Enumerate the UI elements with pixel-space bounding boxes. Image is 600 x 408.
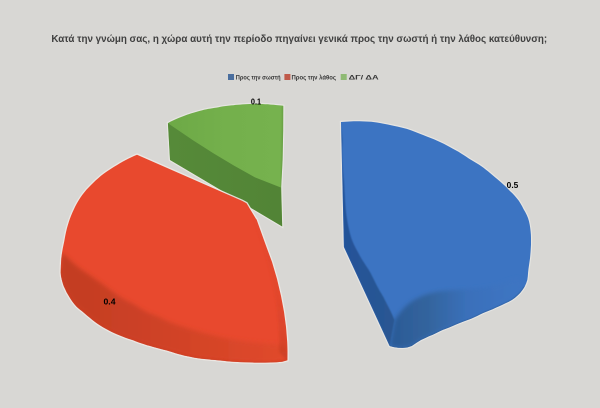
svg-text:0.5: 0.5 (507, 181, 519, 190)
svg-text:Κατά την γνώμη σας, η χώρα αυτ: Κατά την γνώμη σας, η χώρα αυτή την περί… (51, 34, 547, 45)
svg-text:0.4: 0.4 (104, 298, 117, 307)
svg-text:0.1: 0.1 (251, 97, 262, 106)
svg-text:ΔΓ/ ΔΑ: ΔΓ/ ΔΑ (349, 75, 380, 82)
svg-text:Προς την σωστή: Προς την σωστή (236, 75, 281, 82)
svg-text:Προς την λάθος: Προς την λάθος (292, 74, 337, 82)
